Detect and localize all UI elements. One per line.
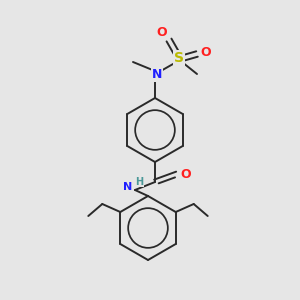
Text: O: O	[181, 167, 191, 181]
Text: O: O	[201, 46, 211, 59]
Text: H: H	[135, 177, 143, 187]
Text: O: O	[157, 26, 167, 38]
Text: S: S	[174, 51, 184, 65]
Text: N: N	[123, 182, 133, 192]
Text: N: N	[152, 68, 162, 82]
